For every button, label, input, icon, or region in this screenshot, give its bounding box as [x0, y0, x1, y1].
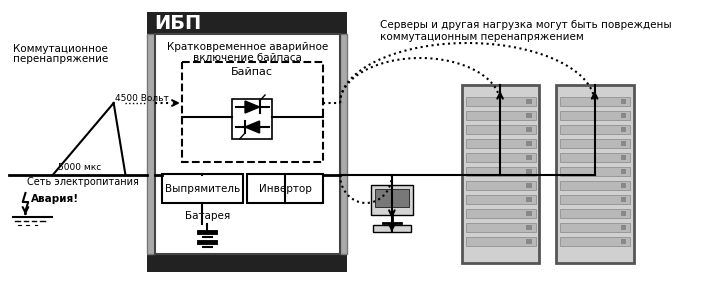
- Bar: [621, 99, 626, 104]
- Bar: [526, 127, 532, 132]
- Bar: [147, 34, 154, 254]
- Text: 5000 мкс: 5000 мкс: [58, 163, 102, 172]
- Text: Кратковременное аварийное: Кратковременное аварийное: [166, 42, 328, 52]
- Bar: [621, 127, 626, 132]
- Polygon shape: [245, 101, 260, 113]
- Text: перенапряжение: перенапряжение: [13, 54, 108, 64]
- Bar: [466, 139, 535, 148]
- Bar: [621, 183, 626, 188]
- Bar: [462, 85, 539, 263]
- Bar: [182, 62, 323, 162]
- Bar: [526, 197, 532, 202]
- Bar: [621, 155, 626, 160]
- Bar: [371, 185, 413, 215]
- Bar: [526, 225, 532, 230]
- Bar: [560, 209, 630, 218]
- Bar: [466, 195, 535, 204]
- Bar: [466, 153, 535, 162]
- Bar: [526, 239, 532, 244]
- Bar: [373, 225, 411, 232]
- Bar: [621, 141, 626, 146]
- Bar: [560, 125, 630, 134]
- Text: включение байпаса: включение байпаса: [193, 53, 301, 63]
- Text: Серверы и другая нагрузка могут быть повреждены: Серверы и другая нагрузка могут быть пов…: [380, 20, 672, 30]
- Bar: [526, 99, 532, 104]
- Text: Авария!: Авария!: [31, 194, 79, 204]
- Bar: [560, 181, 630, 190]
- Bar: [526, 169, 532, 174]
- Bar: [526, 155, 532, 160]
- Bar: [526, 183, 532, 188]
- Bar: [466, 111, 535, 120]
- Text: ИБП: ИБП: [154, 14, 202, 33]
- Bar: [247, 174, 323, 203]
- Bar: [560, 195, 630, 204]
- Bar: [466, 223, 535, 232]
- Bar: [147, 254, 347, 272]
- Bar: [466, 237, 535, 246]
- Bar: [340, 34, 347, 254]
- Bar: [466, 209, 535, 218]
- Bar: [560, 167, 630, 176]
- Polygon shape: [245, 121, 260, 133]
- Bar: [621, 113, 626, 118]
- Bar: [526, 141, 532, 146]
- Bar: [466, 167, 535, 176]
- Bar: [466, 125, 535, 134]
- Text: 4500 Вольт: 4500 Вольт: [115, 94, 169, 103]
- Bar: [526, 211, 532, 216]
- Bar: [162, 174, 242, 203]
- Bar: [375, 189, 409, 207]
- Bar: [621, 239, 626, 244]
- Bar: [560, 223, 630, 232]
- Bar: [560, 97, 630, 106]
- Text: Байпас: Байпас: [231, 67, 273, 77]
- Bar: [621, 211, 626, 216]
- Bar: [232, 99, 272, 139]
- Text: Сеть электропитания: Сеть электропитания: [27, 177, 139, 187]
- Text: коммутационным перенапряжением: коммутационным перенапряжением: [380, 32, 584, 42]
- Bar: [621, 197, 626, 202]
- Text: Выпрямитель: Выпрямитель: [165, 184, 240, 194]
- Bar: [147, 12, 347, 34]
- Bar: [560, 139, 630, 148]
- Bar: [560, 111, 630, 120]
- Bar: [466, 97, 535, 106]
- Text: Инвертор: Инвертор: [259, 184, 311, 194]
- Bar: [560, 153, 630, 162]
- Bar: [560, 237, 630, 246]
- Text: Коммутационное: Коммутационное: [13, 44, 107, 54]
- Bar: [557, 85, 634, 263]
- Bar: [621, 169, 626, 174]
- Bar: [466, 181, 535, 190]
- Bar: [154, 34, 340, 254]
- Text: Батарея: Батарея: [185, 211, 230, 221]
- Bar: [526, 113, 532, 118]
- Bar: [621, 225, 626, 230]
